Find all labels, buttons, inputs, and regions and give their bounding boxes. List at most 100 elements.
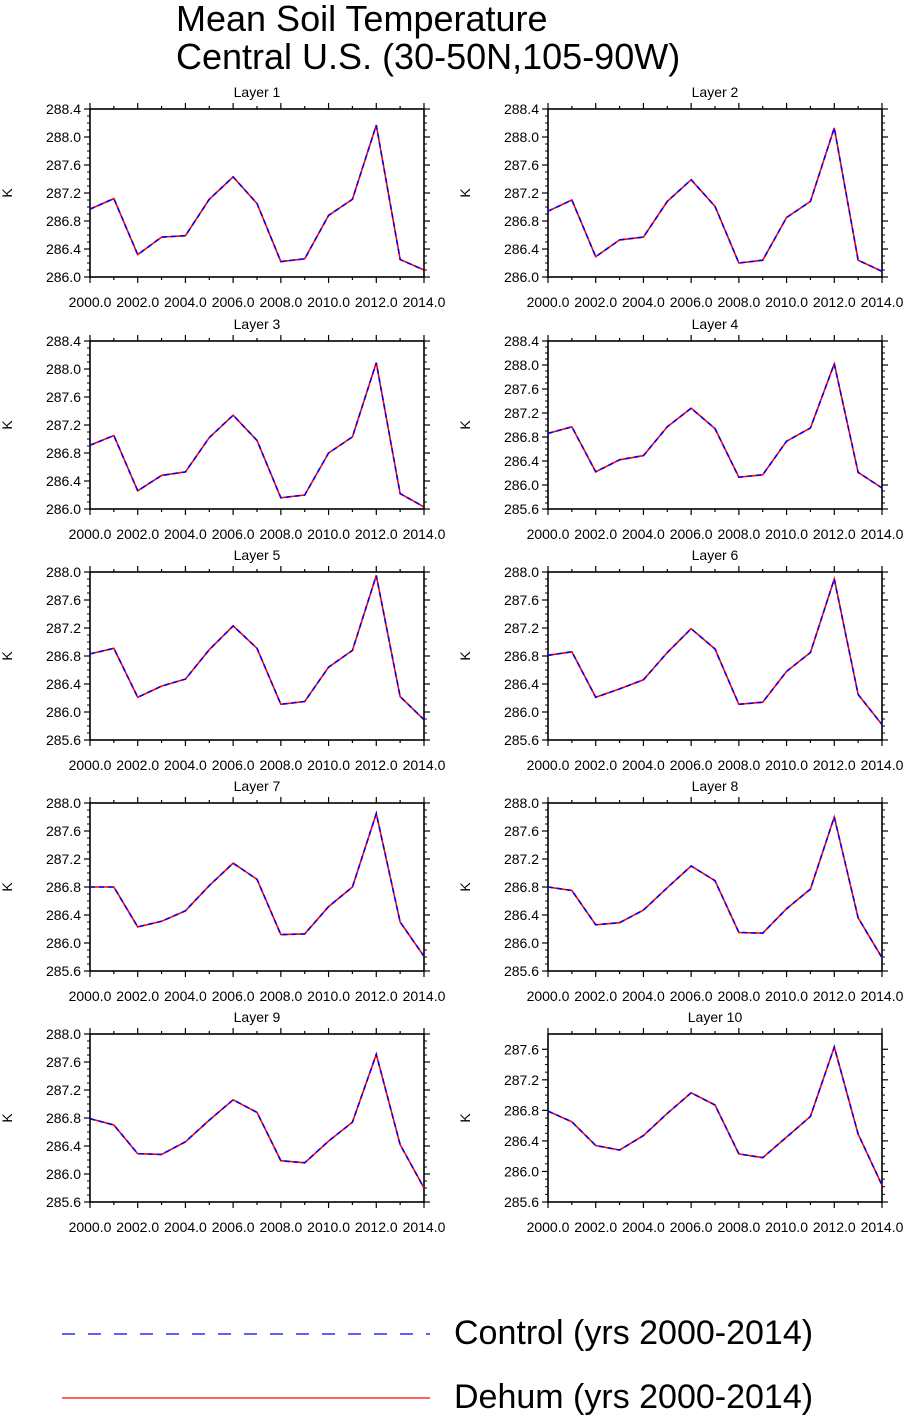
x-tick-label: 2000.0 bbox=[527, 757, 570, 773]
series-line-control bbox=[547, 575, 883, 726]
y-tick-label: 287.2 bbox=[504, 851, 539, 867]
y-tick-label: 286.0 bbox=[46, 269, 81, 285]
y-axis-label: K bbox=[0, 420, 15, 430]
x-tick-label: 2006.0 bbox=[212, 988, 255, 1004]
y-tick-label: 286.0 bbox=[46, 1166, 81, 1182]
x-tick-label: 2012.0 bbox=[355, 526, 398, 542]
panel-title: Layer 8 bbox=[692, 778, 739, 794]
y-axis-label: K bbox=[0, 1113, 15, 1123]
x-tick-label: 2006.0 bbox=[212, 294, 255, 310]
x-tick-label: 2004.0 bbox=[622, 1219, 665, 1235]
x-tick-label: 2014.0 bbox=[861, 988, 904, 1004]
panel-title: Layer 9 bbox=[234, 1009, 281, 1025]
panel-layer-2: Layer 2 286.0 286.4 286.8 287.2 287.6 288.0 288… bbox=[457, 84, 904, 310]
y-tick-label: 287.2 bbox=[46, 1082, 81, 1098]
x-tick-label: 2006.0 bbox=[212, 757, 255, 773]
y-axis-label: K bbox=[0, 882, 15, 892]
x-tick-label: 2012.0 bbox=[355, 294, 398, 310]
x-tick-label: 2004.0 bbox=[164, 294, 207, 310]
y-tick-label: 288.0 bbox=[46, 129, 81, 145]
x-tick-label: 2000.0 bbox=[69, 294, 112, 310]
x-tick-label: 2002.0 bbox=[116, 988, 159, 1004]
y-tick-label: 286.0 bbox=[504, 269, 539, 285]
series-line-control bbox=[89, 1051, 425, 1189]
y-axis-label: K bbox=[0, 651, 15, 661]
y-axis-label: K bbox=[457, 188, 473, 198]
y-tick-label: 285.6 bbox=[504, 732, 539, 748]
y-tick-label: 285.6 bbox=[46, 732, 81, 748]
y-tick-label: 287.2 bbox=[504, 185, 539, 201]
y-tick-label: 287.6 bbox=[46, 157, 81, 173]
x-tick-label: 2014.0 bbox=[861, 1219, 904, 1235]
x-tick-label: 2006.0 bbox=[670, 526, 713, 542]
y-tick-label: 288.4 bbox=[46, 333, 81, 349]
x-tick-label: 2012.0 bbox=[355, 1219, 398, 1235]
x-tick-label: 2006.0 bbox=[670, 988, 713, 1004]
y-tick-label: 286.8 bbox=[504, 213, 539, 229]
series-line-dehum bbox=[89, 1051, 425, 1189]
plot-frame bbox=[89, 340, 425, 510]
panel-title: Layer 7 bbox=[234, 778, 281, 794]
figure-title-line-2: Central U.S. (30-50N,105-90W) bbox=[176, 36, 681, 77]
x-tick-label: 2008.0 bbox=[717, 757, 760, 773]
y-tick-label: 287.6 bbox=[46, 823, 81, 839]
series-line-dehum bbox=[89, 124, 425, 271]
x-tick-label: 2006.0 bbox=[670, 757, 713, 773]
plot-frame bbox=[89, 571, 425, 741]
y-tick-label: 287.6 bbox=[504, 381, 539, 397]
x-tick-label: 2000.0 bbox=[69, 1219, 112, 1235]
panel-title: Layer 1 bbox=[234, 84, 281, 100]
panel-layer-8: Layer 8 285.6 286.0 286.4 286.8 287.2 287.6 288… bbox=[457, 778, 904, 1004]
y-tick-label: 286.8 bbox=[504, 879, 539, 895]
x-tick-label: 2012.0 bbox=[813, 526, 856, 542]
series-line-control bbox=[89, 124, 425, 271]
plot-frame bbox=[547, 1033, 883, 1203]
series-line-control bbox=[547, 360, 883, 489]
y-tick-label: 287.6 bbox=[46, 1054, 81, 1070]
x-tick-label: 2004.0 bbox=[164, 1219, 207, 1235]
series-line-dehum bbox=[89, 362, 425, 508]
y-tick-label: 286.8 bbox=[46, 1110, 81, 1126]
x-tick-label: 2004.0 bbox=[164, 526, 207, 542]
x-tick-label: 2010.0 bbox=[307, 294, 350, 310]
y-tick-label: 286.0 bbox=[46, 704, 81, 720]
series-line-dehum bbox=[547, 575, 883, 726]
x-tick-label: 2000.0 bbox=[527, 1219, 570, 1235]
x-tick-label: 2010.0 bbox=[765, 988, 808, 1004]
y-tick-label: 286.8 bbox=[46, 445, 81, 461]
y-tick-label: 287.2 bbox=[46, 620, 81, 636]
x-tick-label: 2000.0 bbox=[69, 988, 112, 1004]
y-tick-label: 286.4 bbox=[46, 1138, 81, 1154]
plot-frame bbox=[547, 571, 883, 741]
x-tick-label: 2006.0 bbox=[212, 526, 255, 542]
y-tick-label: 286.0 bbox=[504, 1163, 539, 1179]
panel-layer-4: Layer 4 285.6 286.0 286.4 286.8 287.2 287.6 288… bbox=[457, 316, 904, 542]
y-tick-label: 286.8 bbox=[46, 213, 81, 229]
plot-frame bbox=[547, 340, 883, 510]
y-tick-label: 286.8 bbox=[46, 879, 81, 895]
x-tick-label: 2008.0 bbox=[259, 294, 302, 310]
y-tick-label: 288.4 bbox=[46, 101, 81, 117]
y-tick-label: 288.0 bbox=[46, 564, 81, 580]
series-line-control bbox=[547, 127, 883, 273]
x-tick-label: 2008.0 bbox=[717, 988, 760, 1004]
y-tick-label: 286.0 bbox=[46, 935, 81, 951]
y-tick-label: 288.0 bbox=[46, 795, 81, 811]
plot-frame bbox=[89, 802, 425, 972]
x-tick-label: 2014.0 bbox=[403, 526, 446, 542]
x-tick-label: 2002.0 bbox=[574, 1219, 617, 1235]
panel-layer-7: Layer 7 285.6 286.0 286.4 286.8 287.2 287.6 288… bbox=[0, 778, 446, 1004]
x-tick-label: 2008.0 bbox=[259, 988, 302, 1004]
y-tick-label: 285.6 bbox=[504, 501, 539, 517]
y-tick-label: 286.0 bbox=[504, 935, 539, 951]
panel-title: Layer 2 bbox=[692, 84, 739, 100]
y-axis-label: K bbox=[457, 882, 473, 892]
x-tick-label: 2010.0 bbox=[307, 1219, 350, 1235]
series-line-control bbox=[89, 575, 425, 721]
panel-title: Layer 10 bbox=[688, 1009, 743, 1025]
x-tick-label: 2010.0 bbox=[307, 757, 350, 773]
panel-layer-10: Layer 10 285.6 286.0 286.4 286.8 287.2 287.6 20… bbox=[457, 1009, 904, 1235]
x-tick-label: 2002.0 bbox=[574, 526, 617, 542]
y-tick-label: 286.4 bbox=[504, 907, 539, 923]
